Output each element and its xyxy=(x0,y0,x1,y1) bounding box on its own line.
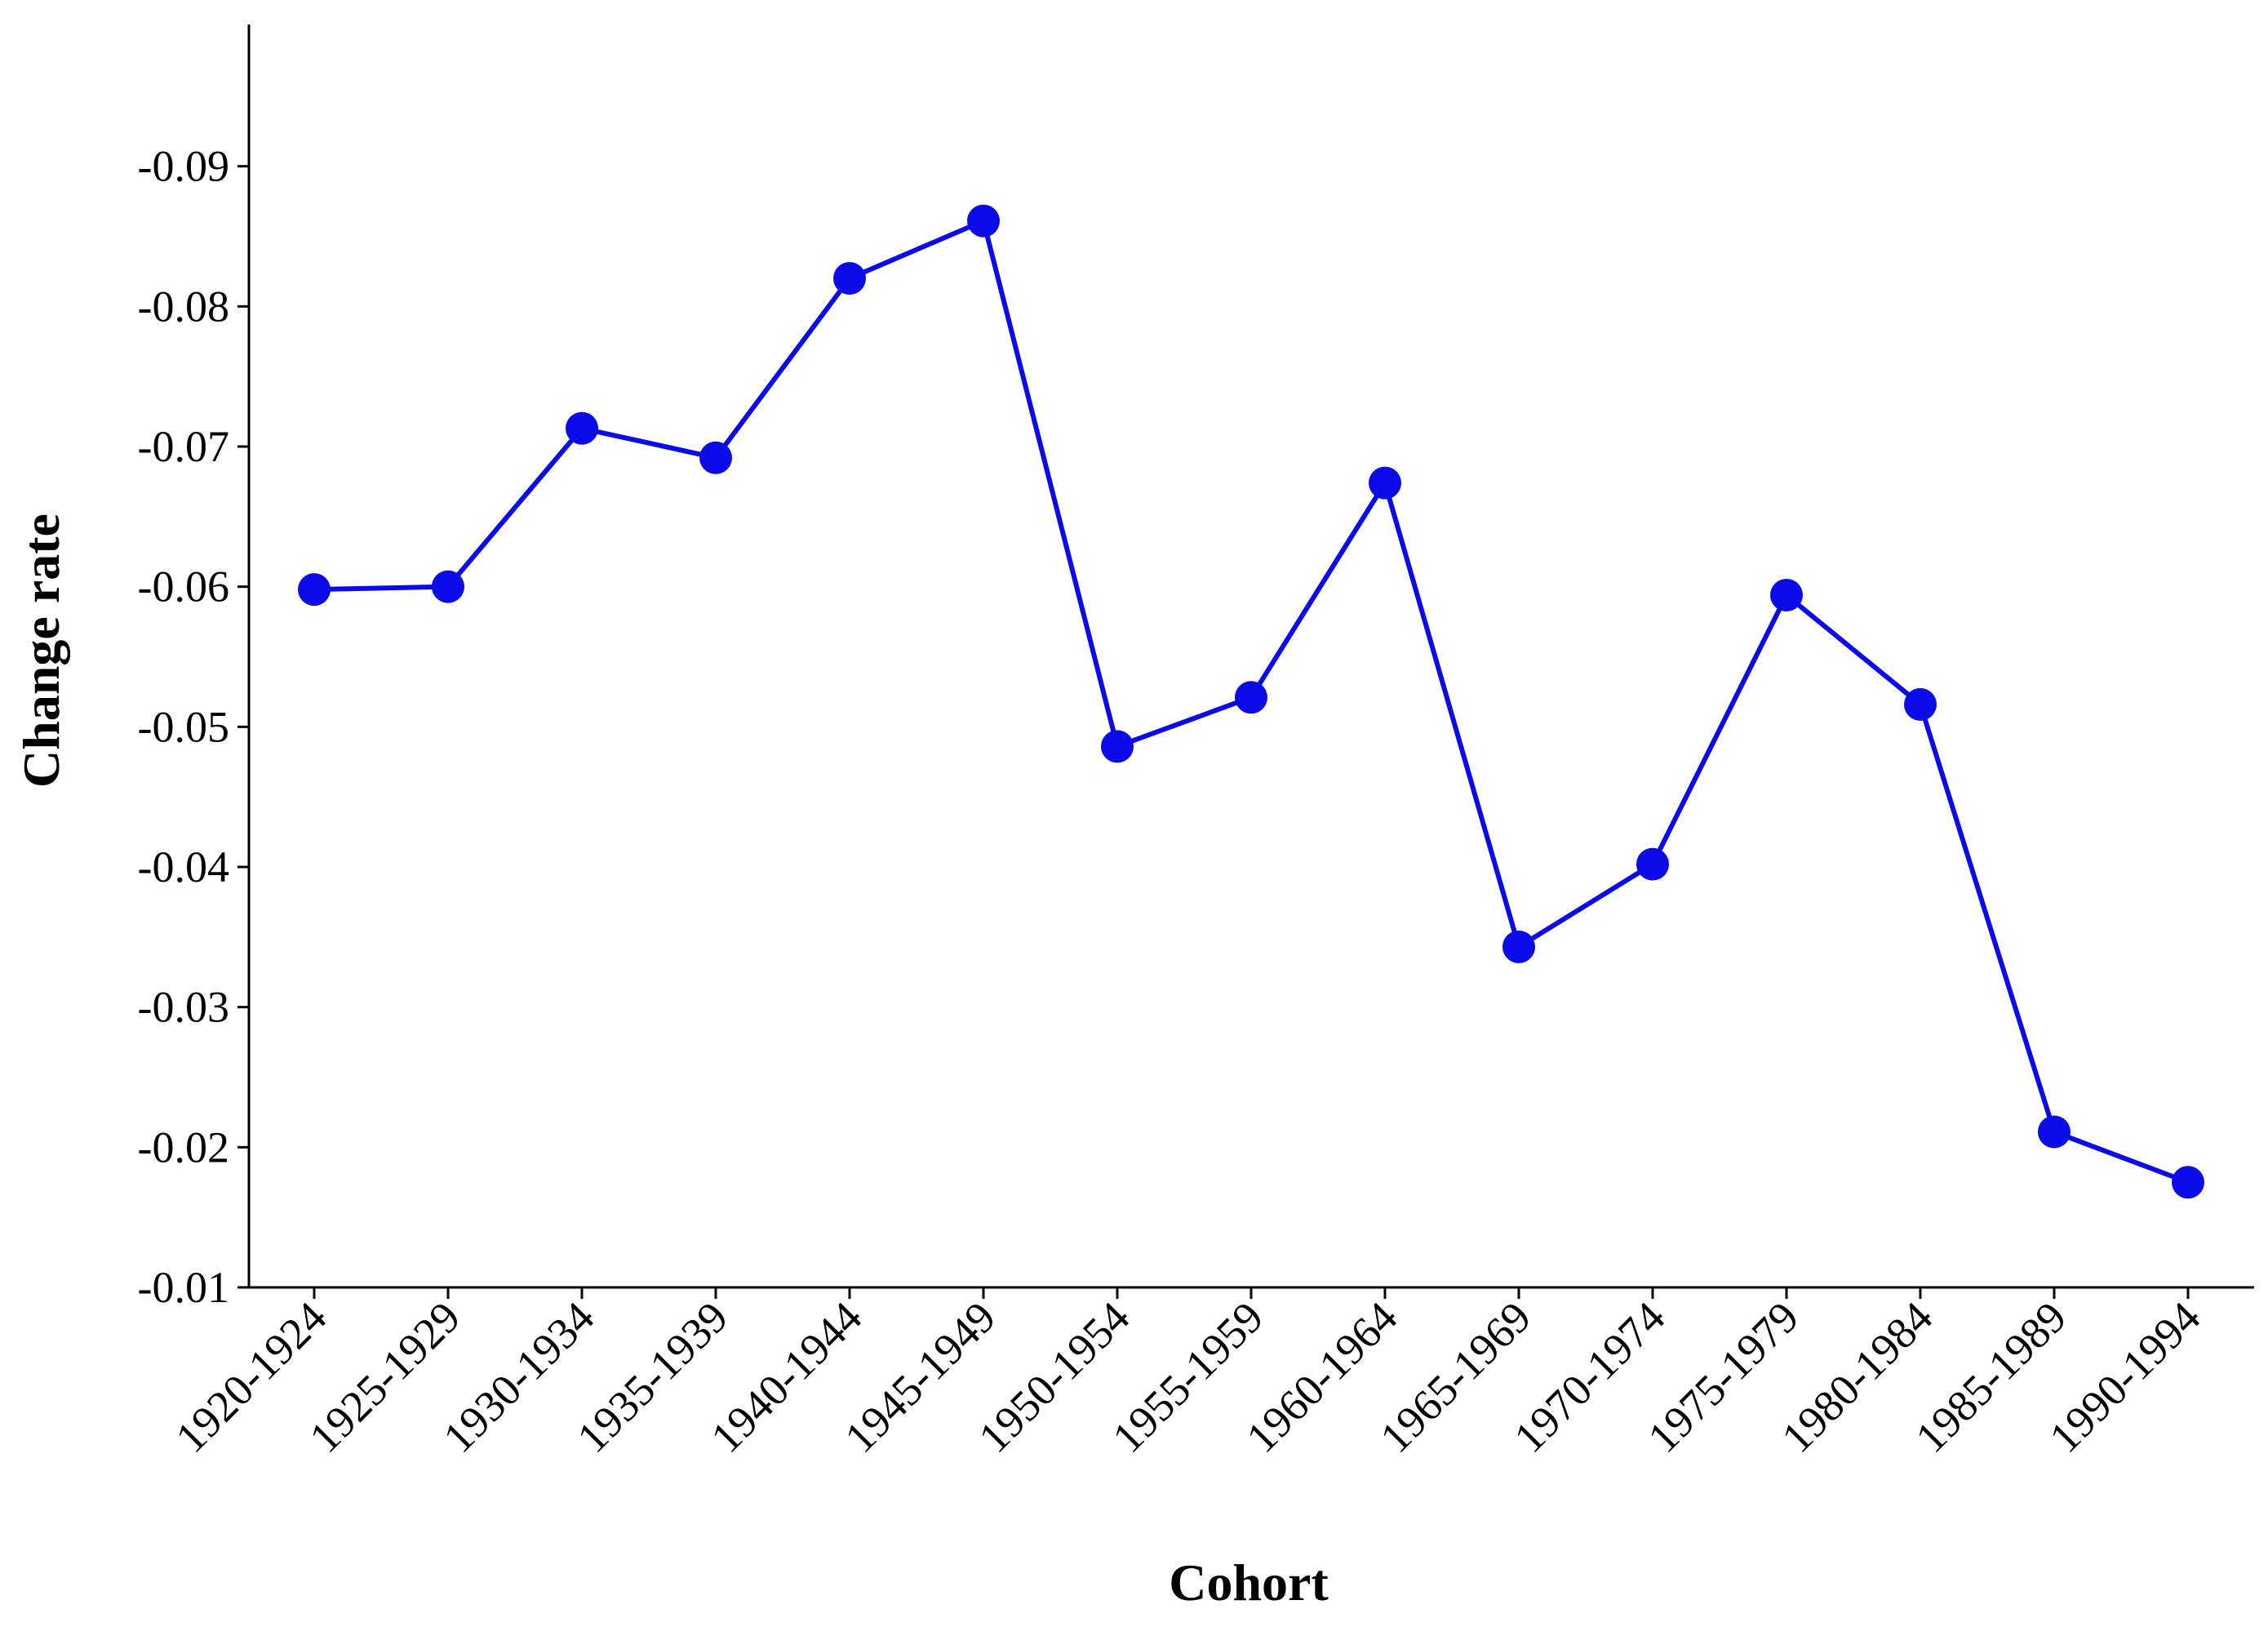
y-tick-label: -0.08 xyxy=(138,282,229,331)
data-point xyxy=(833,262,866,295)
y-tick-label: -0.01 xyxy=(138,1263,229,1312)
y-tick-label: -0.02 xyxy=(138,1122,229,1171)
y-tick-label: -0.03 xyxy=(138,983,229,1032)
data-point xyxy=(432,570,464,603)
y-tick-label: -0.09 xyxy=(138,142,229,191)
data-point xyxy=(2038,1115,2070,1149)
data-point xyxy=(566,411,598,445)
data-point xyxy=(967,204,1000,238)
y-axis-title: Change rate xyxy=(12,513,70,788)
data-point xyxy=(1904,687,1937,721)
data-point xyxy=(1502,930,1535,963)
data-point xyxy=(1101,730,1134,763)
x-axis-title: Cohort xyxy=(1169,1554,1329,1611)
data-point xyxy=(298,573,331,607)
data-point xyxy=(699,441,732,474)
data-point xyxy=(2172,1166,2204,1199)
y-tick-label: -0.07 xyxy=(138,422,229,471)
y-tick-label: -0.06 xyxy=(138,562,229,611)
data-point xyxy=(1636,847,1669,881)
y-tick-label: -0.04 xyxy=(138,842,229,891)
data-point xyxy=(1770,578,1803,611)
data-point xyxy=(1369,466,1401,500)
data-point xyxy=(1235,681,1267,714)
y-tick-label: -0.05 xyxy=(138,702,229,751)
